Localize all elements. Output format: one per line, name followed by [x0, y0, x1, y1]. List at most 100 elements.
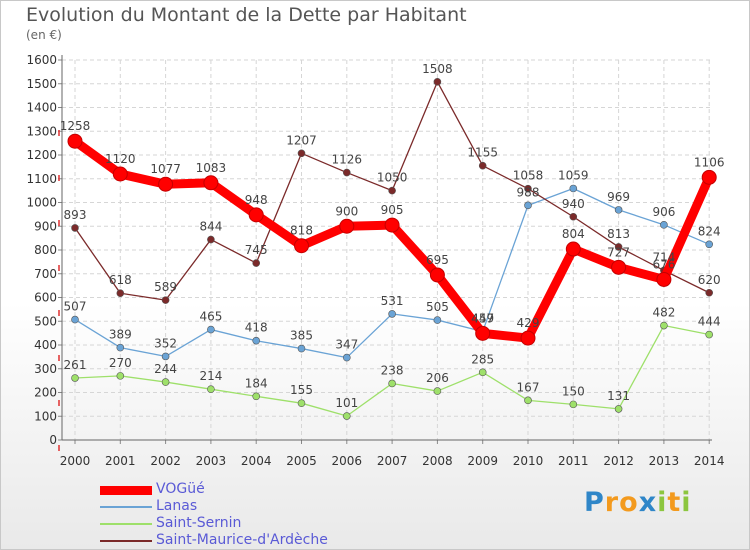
data-point	[207, 235, 215, 244]
data-label: 531	[381, 294, 404, 308]
y-tick-label: 1100	[26, 172, 57, 186]
data-point	[660, 321, 668, 330]
y-tick-label: 1200	[26, 148, 57, 162]
y-tick-label: 600	[34, 291, 57, 305]
data-label: 695	[426, 253, 449, 267]
data-point	[701, 169, 717, 185]
data-label: 482	[652, 306, 675, 320]
legend-swatch	[100, 523, 152, 525]
data-point	[71, 374, 79, 382]
x-tick-label: 2013	[649, 454, 680, 468]
data-point	[252, 259, 261, 267]
y-tick-label: 1000	[26, 196, 57, 210]
data-point	[705, 330, 714, 339]
data-label: 1258	[60, 119, 91, 133]
data-label: 465	[199, 310, 222, 324]
data-point	[252, 392, 261, 401]
data-label: 429	[517, 316, 540, 330]
data-label: 270	[109, 356, 132, 370]
data-label: 1050	[377, 171, 408, 185]
y-tick-label: 700	[34, 267, 57, 281]
data-point	[524, 396, 532, 405]
data-label: 457	[471, 311, 494, 325]
data-label: 948	[245, 193, 268, 207]
y-tick-label: 200	[34, 386, 57, 400]
data-label: 813	[607, 227, 630, 241]
data-point	[565, 241, 581, 257]
data-label: 155	[290, 383, 313, 397]
data-point	[611, 259, 627, 275]
data-point	[569, 212, 578, 221]
data-point	[116, 343, 125, 352]
data-label: 389	[109, 328, 132, 342]
data-label: 167	[517, 380, 540, 394]
legend-label: Saint-Maurice-d'Ardèche	[156, 532, 328, 548]
data-label: 101	[335, 396, 358, 410]
x-tick-label: 2001	[105, 454, 136, 468]
x-tick-label: 2004	[241, 454, 272, 468]
data-point	[433, 78, 442, 86]
x-tick-label: 2014	[694, 454, 725, 468]
data-label: 1083	[196, 161, 227, 175]
y-tick-label: 300	[34, 362, 57, 376]
y-tick-label: 400	[34, 338, 57, 352]
data-point	[158, 176, 174, 192]
data-label: 385	[290, 329, 313, 343]
data-point	[71, 315, 79, 324]
data-label: 618	[109, 273, 132, 287]
data-label: 745	[245, 243, 268, 257]
data-label: 900	[335, 204, 358, 218]
legend-label: Lanas	[156, 498, 198, 514]
legend-label: VOGüé	[156, 481, 205, 497]
data-point	[384, 217, 400, 233]
data-label: 1059	[558, 168, 589, 182]
legend-swatch	[100, 506, 152, 508]
data-point	[161, 352, 170, 361]
data-point	[705, 288, 714, 297]
data-label: 261	[64, 358, 87, 372]
y-tick-label: 500	[34, 314, 57, 328]
data-point	[248, 207, 264, 223]
y-tick-label: 800	[34, 243, 57, 257]
y-tick-label: 100	[34, 409, 57, 423]
data-label: 444	[698, 315, 721, 329]
data-label: 1106	[694, 155, 725, 169]
data-point	[705, 240, 714, 249]
data-point	[388, 186, 396, 195]
data-label: 804	[562, 227, 585, 241]
x-tick-label: 2011	[558, 454, 589, 468]
chart-title: Evolution du Montant de la Dette par Hab…	[26, 4, 467, 26]
data-label: 131	[607, 389, 630, 403]
legend-label: Saint-Sernin	[156, 515, 242, 531]
data-point	[161, 378, 170, 386]
x-tick-label: 2007	[377, 454, 408, 468]
data-point	[342, 353, 351, 362]
data-point	[161, 296, 170, 304]
data-label: 449	[471, 311, 494, 325]
data-point	[207, 325, 215, 334]
data-point	[116, 372, 125, 380]
data-point	[614, 206, 623, 214]
data-point	[112, 166, 128, 182]
data-point	[388, 310, 396, 318]
x-tick-label: 2002	[150, 454, 181, 468]
data-label: 285	[471, 352, 494, 366]
data-label: 818	[290, 224, 313, 238]
data-label: 940	[562, 197, 585, 211]
data-label: 238	[381, 363, 404, 377]
data-point	[297, 149, 306, 158]
data-point	[520, 330, 536, 346]
x-tick-label: 2008	[422, 454, 453, 468]
x-tick-label: 2005	[286, 454, 317, 468]
data-point	[429, 267, 445, 283]
x-tick-label: 2012	[603, 454, 634, 468]
data-point	[660, 221, 668, 229]
y-tick-label: 1300	[26, 124, 57, 138]
data-label: 1120	[105, 152, 136, 166]
proxiti-logo: Proxiti	[584, 487, 692, 518]
data-label: 1207	[286, 133, 317, 147]
data-point	[339, 218, 355, 234]
data-point	[116, 289, 125, 298]
